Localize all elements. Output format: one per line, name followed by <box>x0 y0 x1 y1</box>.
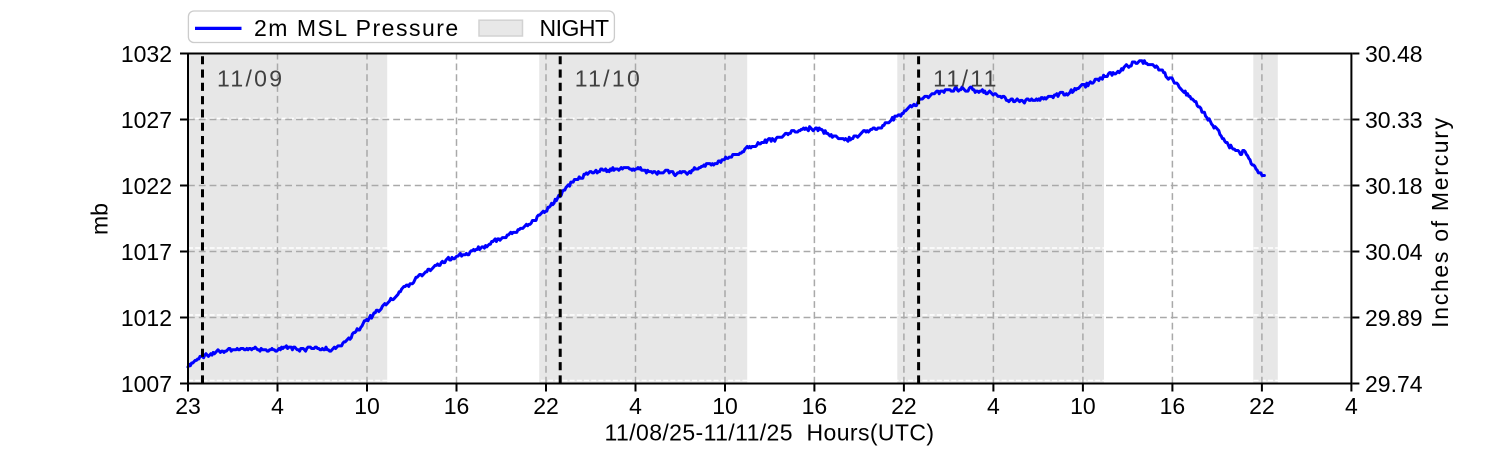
svg-text:1007: 1007 <box>121 371 172 397</box>
svg-text:1032: 1032 <box>121 41 172 67</box>
svg-text:4: 4 <box>987 393 1000 419</box>
svg-text:11/08/25-11/11/25 Hours(UTC): 11/08/25-11/11/25 Hours(UTC) <box>605 419 935 445</box>
svg-text:4: 4 <box>271 393 284 419</box>
svg-text:10: 10 <box>1070 393 1096 419</box>
svg-text:30.33: 30.33 <box>1365 107 1423 133</box>
svg-text:Inches of Mercury: Inches of Mercury <box>1427 116 1453 328</box>
svg-text:29.74: 29.74 <box>1365 371 1423 397</box>
svg-text:1027: 1027 <box>121 107 172 133</box>
svg-text:mb: mb <box>86 203 112 235</box>
svg-text:10: 10 <box>354 393 380 419</box>
svg-text:1022: 1022 <box>121 173 172 199</box>
svg-text:11/09: 11/09 <box>217 66 284 92</box>
svg-text:22: 22 <box>1249 393 1275 419</box>
svg-text:NIGHT: NIGHT <box>540 15 610 41</box>
svg-text:11/11: 11/11 <box>933 66 999 92</box>
svg-text:30.04: 30.04 <box>1365 239 1423 265</box>
svg-text:16: 16 <box>802 393 828 419</box>
svg-text:22: 22 <box>891 393 917 419</box>
svg-text:1012: 1012 <box>121 305 172 331</box>
svg-text:1017: 1017 <box>121 239 172 265</box>
svg-text:30.18: 30.18 <box>1365 173 1423 199</box>
svg-text:2m MSL Pressure: 2m MSL Pressure <box>254 15 460 41</box>
svg-text:4: 4 <box>629 393 642 419</box>
svg-text:30.48: 30.48 <box>1365 41 1423 67</box>
svg-text:11/10: 11/10 <box>575 66 642 92</box>
svg-text:22: 22 <box>533 393 559 419</box>
svg-text:16: 16 <box>1160 393 1186 419</box>
svg-text:29.89: 29.89 <box>1365 305 1423 331</box>
svg-text:4: 4 <box>1345 393 1358 419</box>
svg-text:16: 16 <box>444 393 470 419</box>
svg-text:23: 23 <box>175 393 201 419</box>
svg-text:10: 10 <box>712 393 738 419</box>
